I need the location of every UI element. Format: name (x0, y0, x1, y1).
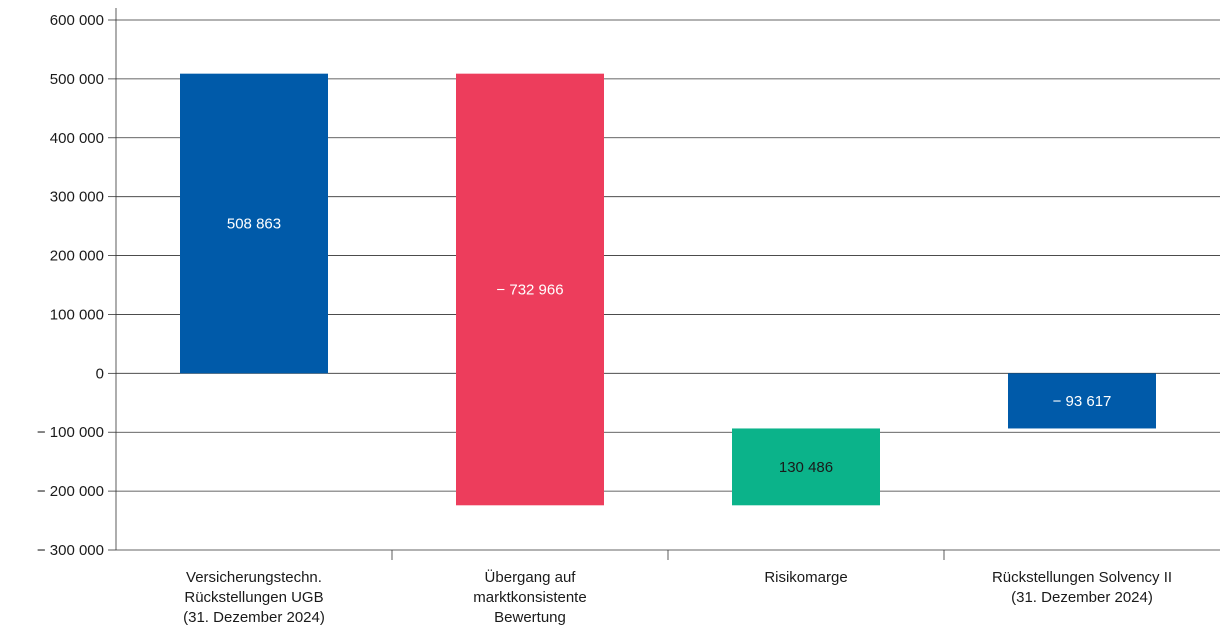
bar-value-label: 508 863 (227, 216, 281, 233)
bar (456, 73, 604, 506)
y-tick-labels: 600 000 500 000 400 000 300 000 200 000 100 0… (37, 12, 104, 559)
x-category-label: marktkonsistente (473, 589, 586, 606)
bar-value-label: − 732 966 (496, 281, 563, 298)
x-category-label: Rückstellungen UGB (184, 589, 323, 606)
y-tick-label: 500 000 (50, 71, 104, 88)
bar-value-label: 130 486 (779, 459, 833, 476)
bars (180, 73, 1156, 506)
y-tick-label: − 300 000 (37, 542, 104, 559)
bar (732, 428, 880, 506)
x-category-label: (31. Dezember 2024) (1011, 589, 1153, 606)
bar (180, 73, 328, 374)
x-category-labels: Versicherungstechn. Rückstellungen UGB (31… (183, 568, 1172, 626)
y-tick-label: 600 000 (50, 12, 104, 29)
y-tick-label: − 100 000 (37, 424, 104, 441)
y-tick-label: 300 000 (50, 189, 104, 206)
y-tick-label: 100 000 (50, 306, 104, 323)
x-category-label: Bewertung (494, 609, 566, 626)
y-tick-label: 400 000 (50, 130, 104, 147)
axes (108, 8, 1220, 560)
y-tick-label: 200 000 (50, 248, 104, 265)
y-tick-label: 0 (96, 365, 104, 382)
x-category-label: Übergang auf (485, 568, 577, 586)
y-tick-label: − 200 000 (37, 483, 104, 500)
bar (1008, 373, 1156, 429)
bar-value-labels: 508 863 − 732 966 130 486 − 93 617 (227, 216, 1112, 476)
x-category-label: Versicherungstechn. (186, 569, 322, 586)
x-category-label: (31. Dezember 2024) (183, 609, 325, 626)
bar-value-label: − 93 617 (1053, 393, 1112, 410)
x-category-label: Risikomarge (764, 569, 847, 586)
x-category-label: Rückstellungen Solvency II (992, 569, 1172, 586)
